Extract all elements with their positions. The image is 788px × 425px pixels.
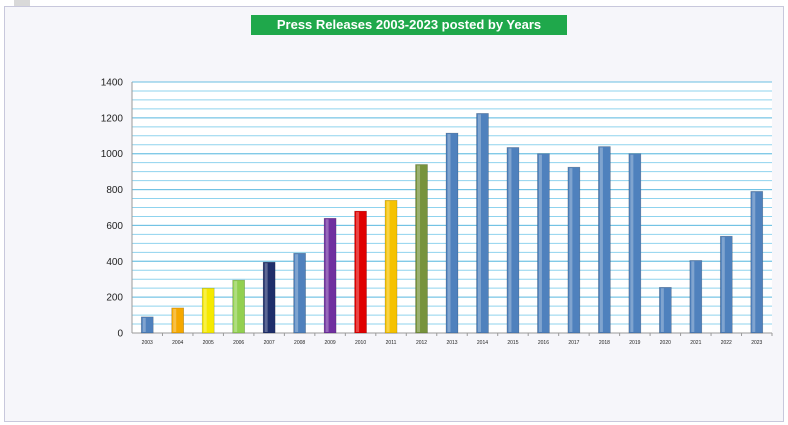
x-tick-label: 2019 [629,340,640,346]
bar [323,217,337,334]
bar-highlight [630,154,634,332]
bar [689,260,703,334]
x-tick-label: 2010 [355,340,366,346]
x-tick-label: 2020 [660,340,671,346]
bar-highlight [386,201,390,332]
bar [476,113,489,334]
bar-highlight [203,289,207,332]
y-tick-label: 600 [106,221,123,232]
y-tick-label: 0 [117,329,123,340]
bar-highlight [599,147,603,332]
bar [140,316,154,334]
x-tick-label: 2013 [446,340,457,346]
bar-highlight [417,165,421,332]
x-tick-label: 2012 [416,340,427,346]
bar-highlight [264,263,268,332]
bar [354,210,367,334]
bar-highlight [721,237,725,332]
chart-title: Press Releases 2003-2023 posted by Years [251,15,567,35]
y-tick-label: 800 [106,185,123,196]
bar-highlight [142,317,146,332]
y-tick-label: 200 [106,293,123,304]
bar-highlight [660,288,664,332]
bar-highlight [447,134,451,332]
bar [567,166,581,334]
x-tick-label: 2016 [538,340,549,346]
bar [750,191,764,334]
x-tick-label: 2006 [233,340,244,346]
x-tick-label: 2022 [721,340,732,346]
bar [232,279,245,334]
corner-tab [14,0,30,6]
bar [384,200,398,334]
y-tick-label: 1400 [101,78,124,89]
bar-highlight [173,308,177,332]
x-tick-label: 2014 [477,340,488,346]
bar [293,252,306,334]
x-tick-label: 2017 [568,340,579,346]
bar [445,132,459,334]
y-tick-label: 1000 [101,149,124,160]
x-tick-label: 2011 [386,340,397,346]
bar-highlight [752,192,756,332]
bar-highlight [569,168,573,332]
bar [201,287,215,334]
bar [171,307,185,334]
x-tick-label: 2008 [294,340,305,346]
x-tick-label: 2009 [325,340,336,346]
x-tick-label: 2003 [142,340,153,346]
bar [628,153,642,334]
y-tick-label: 400 [106,257,123,268]
bar [415,164,428,334]
bar [506,147,520,334]
bar-highlight [295,254,299,332]
x-tick-label: 2005 [203,340,214,346]
bar-highlight [691,261,695,332]
bar-highlight [325,219,329,332]
y-tick-label: 1200 [101,113,124,124]
bar [719,235,733,334]
x-tick-label: 2023 [751,340,762,346]
bar [262,261,276,334]
bar-highlight [234,281,238,332]
bar-highlight [356,212,360,332]
bar-highlight [538,154,542,332]
bar-highlight [508,148,512,332]
x-tick-label: 2021 [690,340,701,346]
bar [659,286,672,334]
x-tick-label: 2015 [507,340,518,346]
x-tick-label: 2007 [264,340,275,346]
bar-highlight [477,114,481,332]
x-tick-label: 2004 [172,340,183,346]
bar [537,153,550,334]
bar [598,146,611,334]
x-tick-label: 2018 [599,340,610,346]
